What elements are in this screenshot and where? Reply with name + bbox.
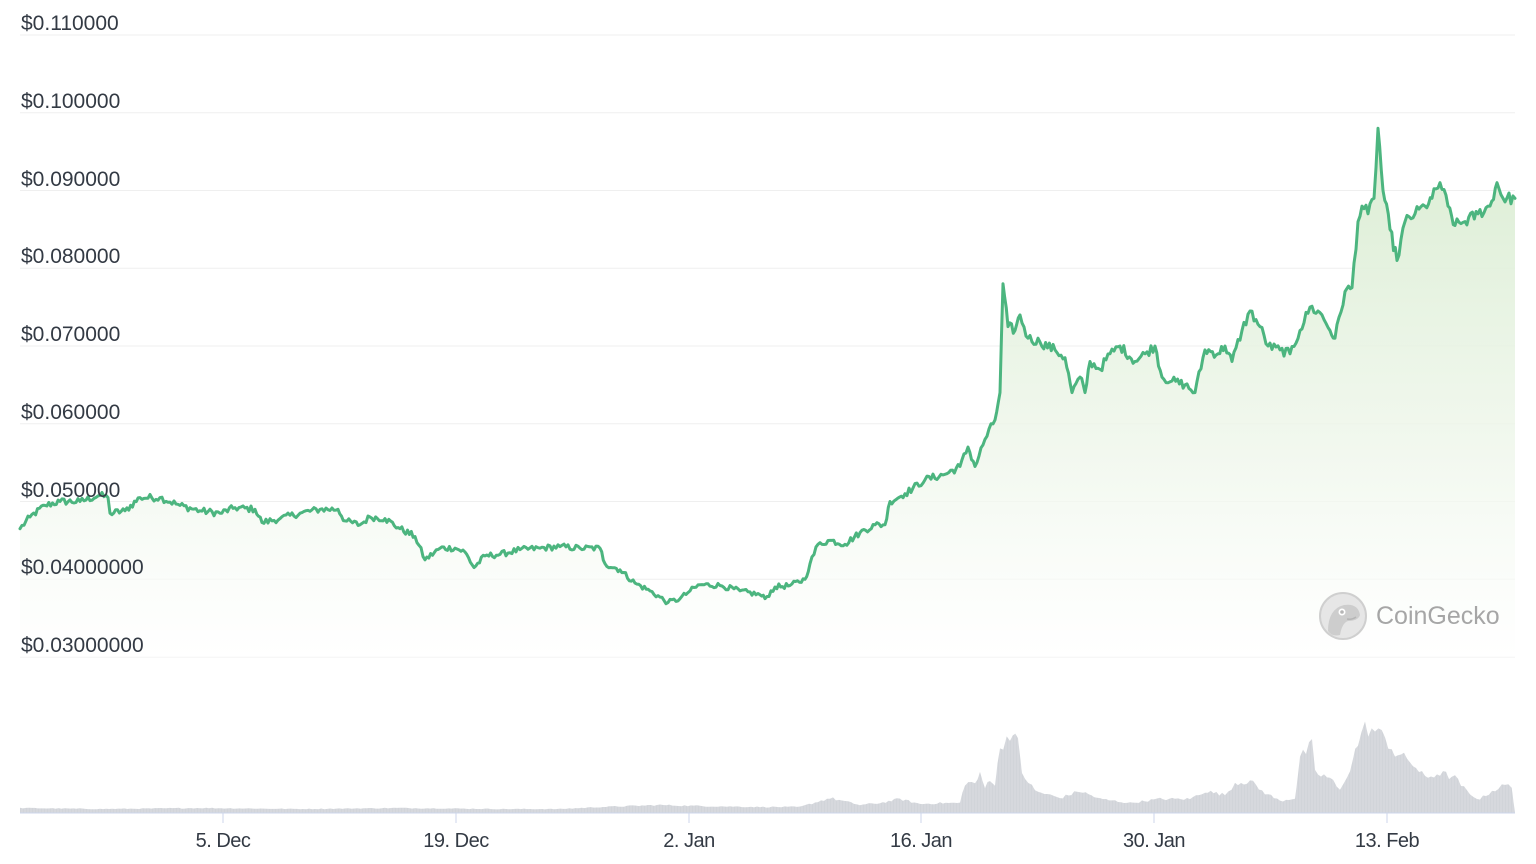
x-axis-label: 5. Dec (195, 830, 251, 852)
x-axis-label: 13. Feb (1354, 830, 1420, 852)
coingecko-watermark: CoinGecko (1318, 591, 1500, 641)
y-axis-label: $0.070000 (21, 323, 121, 346)
y-axis-label: $0.050000 (21, 478, 121, 502)
y-axis-label: $0.090000 (21, 167, 121, 191)
volume-area (20, 721, 1515, 813)
x-axis-label: 19. Dec (423, 830, 489, 852)
price-area-fill (20, 128, 1515, 658)
x-axis-label: 2. Jan (663, 830, 715, 852)
y-axis-label: $0.080000 (21, 245, 121, 269)
x-axis-label: 16. Jan (889, 830, 953, 852)
price-line[interactable] (18, 126, 1517, 606)
watermark-text: CoinGecko (1376, 601, 1500, 630)
volume-bars (20, 700, 1515, 813)
gecko-logo-icon (1319, 592, 1367, 640)
y-axis-label: $0.060000 (21, 400, 121, 424)
y-axis-label: $0.04000000 (21, 556, 144, 580)
y-axis-label: $0.100000 (21, 89, 121, 113)
y-axis-label: $0.03000000 (21, 634, 144, 657)
x-axis-label: 30. Jan (1122, 830, 1186, 852)
y-axis-label: $0.110000 (21, 12, 119, 35)
x-axis-ticks (222, 813, 1388, 823)
